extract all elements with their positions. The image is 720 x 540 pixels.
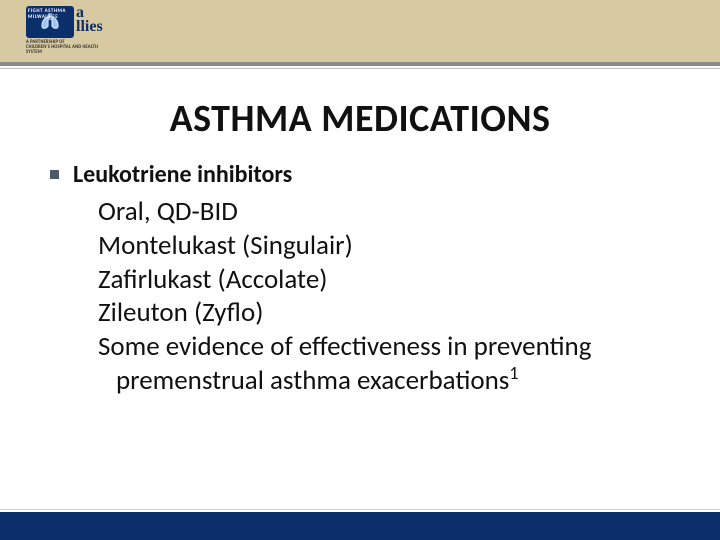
slide-title: ASTHMA MEDICATIONS [0, 96, 720, 142]
sub-item-last: premenstrual asthma exacerbations1 [98, 364, 680, 398]
sub-item: Some evidence of effectiveness in preven… [98, 330, 680, 364]
footer-band [0, 512, 720, 540]
logo-side-llies: llies [76, 18, 103, 35]
superscript: 1 [509, 362, 518, 384]
bullet-row: Leukotriene inhibitors [50, 160, 680, 189]
header-divider-thin [0, 68, 720, 69]
slide: FIGHT ASTHMA MILWAUKEE a llies A PARTNER… [0, 0, 720, 540]
bullet-square-icon [50, 170, 59, 179]
header-divider [0, 62, 720, 66]
sub-item: Zileuton (Zyflo) [98, 296, 680, 330]
logo-sub-text: A PARTNERSHIP OF CHILDREN'S HOSPITAL AND… [26, 40, 114, 55]
body-content: Leukotriene inhibitors Oral, QD-BID Mont… [50, 160, 680, 398]
sub-item: Montelukast (Singulair) [98, 229, 680, 263]
logo-top-text: FIGHT ASTHMA MILWAUKEE [28, 8, 74, 20]
sub-list: Oral, QD-BID Montelukast (Singulair) Zaf… [98, 195, 680, 398]
footer-divider [0, 509, 720, 510]
bullet-label: Leukotriene inhibitors [73, 160, 292, 189]
sub-item: Oral, QD-BID [98, 195, 680, 229]
logo-box: FIGHT ASTHMA MILWAUKEE [26, 6, 74, 38]
sub-item: Zafirlukast (Accolate) [98, 263, 680, 297]
logo-sub-2: CHILDREN'S HOSPITAL AND HEALTH SYSTEM [26, 45, 98, 55]
logo-side-text: a llies [76, 6, 103, 34]
logo: FIGHT ASTHMA MILWAUKEE a llies A PARTNER… [22, 6, 114, 60]
sub-item-last-text: premenstrual asthma exacerbations [116, 364, 509, 397]
